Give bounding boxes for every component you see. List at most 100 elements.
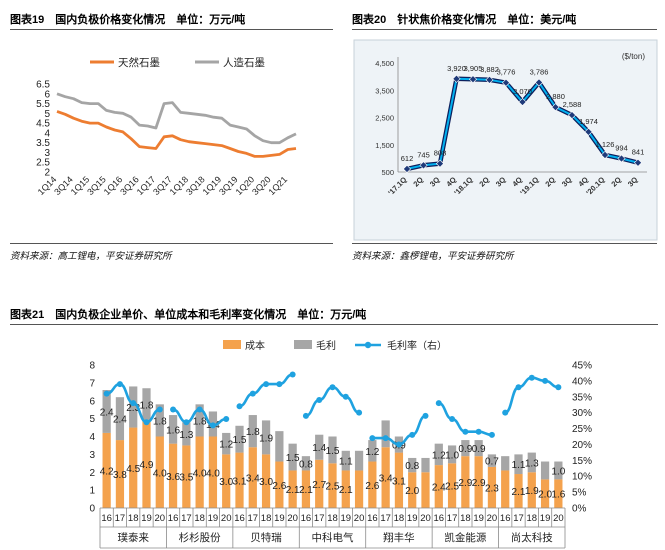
data-label: 808 [434, 149, 447, 158]
y-tick-label: 1 [89, 486, 95, 497]
x-year-label: 20 [487, 513, 498, 524]
data-label-cost: 2.5 [326, 482, 340, 493]
data-label-gross: 1.8 [153, 416, 167, 427]
margin-point [276, 381, 283, 388]
x-year-label: 18 [261, 513, 272, 524]
x-year-label: 18 [327, 513, 338, 524]
y-tick-label: 4,500 [375, 59, 394, 68]
bar-cost [408, 472, 417, 508]
margin-point [502, 409, 509, 416]
bar-gross [142, 388, 151, 421]
margin-point [183, 419, 190, 426]
data-label: 745 [417, 150, 430, 159]
legend-label: 人造石墨 [223, 56, 265, 69]
bar-gross [328, 436, 337, 464]
legend-label: 天然石墨 [118, 56, 160, 69]
bar-gross [514, 454, 523, 475]
bar-cost [315, 459, 324, 508]
data-point [468, 75, 478, 84]
bar-gross [102, 390, 111, 433]
bar-cost [129, 427, 138, 508]
x-year-label: 16 [234, 513, 245, 524]
bar-cost [354, 470, 364, 508]
bar-gross [235, 425, 244, 453]
bar-gross [275, 431, 284, 462]
margin-point [395, 441, 402, 448]
x-year-label: 17 [247, 513, 258, 524]
bar-cost [142, 420, 151, 508]
bar-gross [115, 397, 125, 441]
bar-cost [394, 452, 404, 508]
y2-tick-label: 45% [572, 361, 592, 372]
bar-cost [341, 470, 350, 508]
margin-point [422, 412, 429, 419]
x-year-label: 16 [500, 513, 511, 524]
y-tick-label: 5 [89, 414, 95, 425]
margin-point [316, 396, 323, 403]
bar-cost [182, 445, 191, 508]
data-label-cost: 4.5 [126, 464, 140, 475]
data-point [617, 154, 626, 163]
data-label-cost: 2.6 [272, 481, 286, 492]
data-point [501, 78, 511, 87]
data-point [485, 75, 494, 84]
bar-gross [301, 456, 311, 471]
data-label-cost: 1.9 [525, 486, 539, 497]
x-year-label: 17 [380, 513, 391, 524]
x-year-label: 19 [208, 513, 219, 524]
bar-gross [461, 440, 470, 457]
y2-tick-label: 0% [572, 504, 587, 515]
margin-point [170, 406, 177, 413]
bar-gross [155, 404, 164, 437]
legend-swatch [294, 340, 312, 349]
data-label-gross: 1.1 [512, 460, 526, 471]
bar-cost [368, 461, 377, 508]
company-label: 凯金能源 [444, 531, 486, 544]
bar-gross [421, 457, 430, 473]
figure20-source-rule [352, 243, 657, 244]
x-year-label: 19 [141, 513, 152, 524]
data-label: 612 [401, 154, 414, 163]
data-label-cost: 2.7 [312, 480, 326, 491]
series-line-artificial [56, 92, 297, 145]
bar-gross [129, 386, 138, 428]
y-tick-label: 3.5 [36, 138, 50, 149]
x-year-label: 17 [115, 513, 126, 524]
y-tick-label: 4 [44, 128, 50, 139]
bar-cost [168, 443, 178, 508]
data-label-gross: 1.2 [432, 450, 446, 461]
data-point [518, 97, 527, 106]
data-label-cost: 2.5 [445, 482, 459, 493]
data-label-cost: 3.6 [166, 472, 180, 483]
figure21-title-rule [10, 324, 658, 325]
data-label: 2,880 [546, 92, 565, 101]
data-point [534, 78, 544, 87]
data-point [402, 164, 412, 173]
bar-cost [102, 432, 111, 508]
data-point [567, 111, 577, 120]
margin-point [528, 374, 535, 381]
x-year-label: 19 [473, 513, 484, 524]
data-label: 841 [632, 148, 645, 157]
bar-gross [261, 420, 271, 455]
data-point [633, 158, 643, 167]
bar-gross [540, 461, 550, 480]
figure21-title: 图表21 国内负极企业单价、单位成本和毛利率变化情况 单位：万元/吨 [10, 309, 367, 321]
x-year-label: 20 [354, 513, 365, 524]
bar-gross [168, 415, 178, 444]
data-label-cost: 4.2 [100, 466, 114, 477]
bar-cost [208, 436, 218, 508]
bar-cost [540, 479, 550, 508]
bar-cost [527, 472, 536, 508]
bar-cost [155, 436, 164, 508]
margin-point [435, 400, 442, 407]
bar-cost [235, 452, 244, 508]
x-year-label: 16 [433, 513, 444, 524]
bar-cost [275, 461, 284, 508]
data-label-cost: 2.9 [472, 478, 486, 489]
bar-gross [554, 461, 563, 480]
y-tick-label: 2 [44, 168, 50, 179]
bar-gross [474, 440, 483, 457]
margin-point [329, 384, 336, 391]
x-year-label: 16 [168, 513, 179, 524]
